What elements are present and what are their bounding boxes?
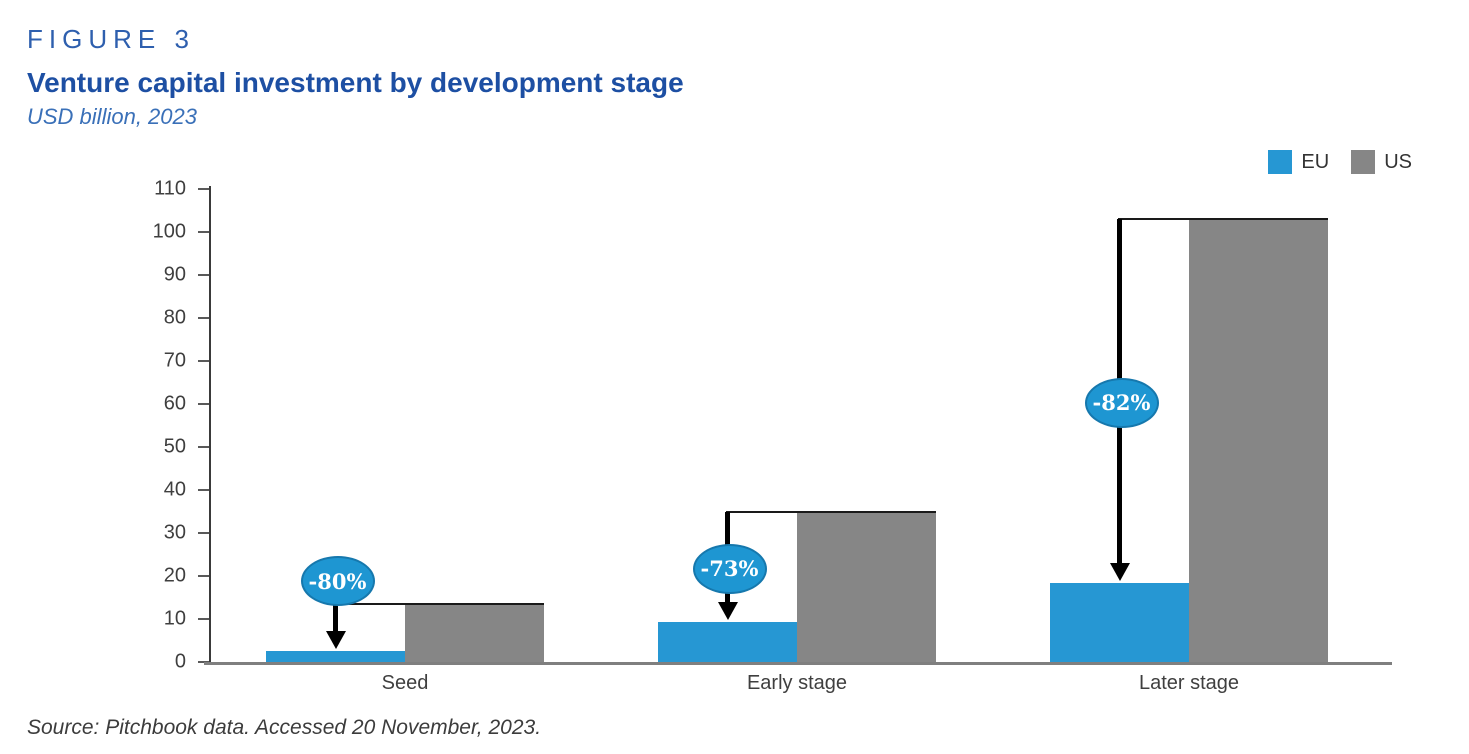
y-tick-label: 20	[163, 564, 186, 587]
legend-item-us: US	[1351, 150, 1412, 174]
legend: EU US	[1268, 150, 1412, 174]
y-tick-mark	[198, 489, 210, 491]
drop-percentage-badge: -73%	[692, 543, 767, 594]
y-tick-label: 10	[163, 607, 186, 630]
y-tick-mark	[198, 188, 210, 190]
y-tick-mark	[198, 575, 210, 577]
bar-eu-0	[266, 650, 405, 662]
y-tick-mark	[198, 231, 210, 233]
y-tick-label: 100	[152, 220, 186, 243]
legend-label-eu: EU	[1301, 150, 1330, 173]
figure-header: FIGURE 3 Venture capital investment by d…	[27, 24, 684, 130]
y-tick-mark	[198, 274, 210, 276]
bar-us-1	[797, 512, 936, 662]
drop-annotation-line	[333, 603, 544, 606]
bar-us-0	[405, 604, 544, 662]
bar-eu-1	[658, 621, 797, 662]
drop-arrow-shaft	[333, 604, 338, 633]
source-note: Source: Pitchbook data. Accessed 20 Nove…	[27, 716, 542, 739]
y-tick-label: 90	[163, 263, 186, 286]
bar-us-2	[1189, 219, 1328, 662]
y-tick-mark	[198, 532, 210, 534]
y-tick-label: 30	[163, 521, 186, 544]
y-tick-mark	[198, 446, 210, 448]
y-tick-mark	[198, 403, 210, 405]
y-tick-label: 60	[163, 392, 186, 415]
us-swatch-icon	[1351, 150, 1376, 174]
eu-swatch-icon	[1268, 150, 1293, 174]
drop-annotation-line	[1117, 218, 1328, 221]
arrow-down-icon	[325, 630, 346, 649]
arrow-down-icon	[717, 601, 738, 620]
y-tick-label: 70	[163, 349, 186, 372]
figure-title: Venture capital investment by developmen…	[27, 67, 684, 98]
figure-subtitle: USD billion, 2023	[27, 104, 197, 129]
y-tick-mark	[198, 360, 210, 362]
legend-item-eu: EU	[1268, 150, 1329, 174]
drop-percentage-badge: -80%	[300, 556, 375, 607]
y-tick-mark	[198, 317, 210, 319]
y-axis-line	[209, 186, 211, 663]
y-tick-label: 110	[154, 177, 186, 200]
x-axis-line	[204, 662, 1392, 665]
y-tick-label: 40	[163, 478, 186, 501]
arrow-down-icon	[1109, 562, 1130, 581]
y-tick-label: 0	[174, 650, 186, 673]
y-tick-label: 50	[163, 435, 186, 458]
x-category-label: Early stage	[746, 672, 848, 694]
x-category-label: Later stage	[1138, 672, 1240, 694]
y-tick-mark	[198, 618, 210, 620]
bar-eu-2	[1050, 582, 1189, 662]
drop-annotation-line	[725, 511, 936, 514]
y-tick-label: 80	[163, 306, 186, 329]
x-category-label: Seed	[381, 672, 429, 694]
legend-label-us: US	[1384, 150, 1412, 173]
drop-percentage-badge: -82%	[1084, 377, 1159, 428]
figure-number: FIGURE 3	[27, 24, 195, 54]
